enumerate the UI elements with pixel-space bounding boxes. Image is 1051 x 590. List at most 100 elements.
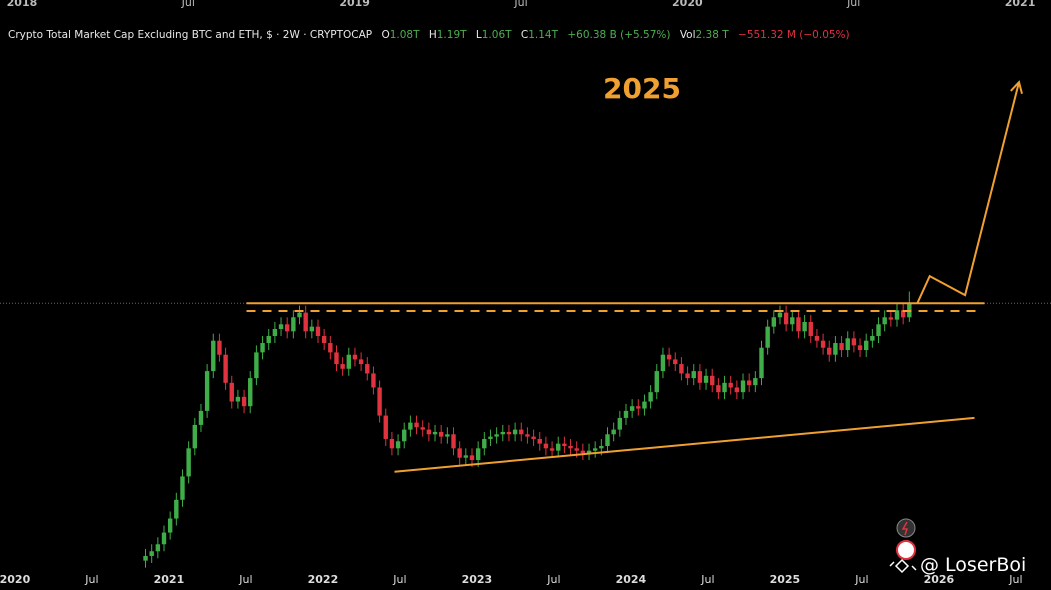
candle-body (451, 434, 456, 449)
candle-body (734, 387, 740, 393)
candle-body (309, 326, 315, 332)
candle-body (426, 429, 432, 435)
candle-body (445, 434, 450, 437)
candle-body (420, 427, 425, 430)
candle-body (352, 354, 358, 360)
candle-body (605, 434, 610, 446)
x-tick-label: 2022 (308, 573, 339, 586)
candle-body (716, 385, 721, 393)
top-tick-label: Jul (181, 0, 195, 9)
candle-body (697, 371, 703, 383)
candle-body (315, 326, 321, 337)
candle-body (845, 338, 850, 351)
legend-key: C (520, 29, 529, 41)
candle-body (149, 551, 154, 556)
candle-body (161, 532, 167, 545)
legend-key: O (381, 29, 390, 41)
top-tick-label: 2021 (1005, 0, 1036, 9)
candle-body (660, 354, 666, 372)
legend-value: 1.06T (481, 29, 512, 41)
candle-body (574, 448, 579, 451)
candle-body (537, 438, 542, 444)
x-tick-label: 2024 (616, 573, 647, 586)
candle-body (346, 354, 351, 369)
candle-body (586, 450, 592, 454)
candle-body (358, 359, 364, 365)
candle-body (229, 382, 234, 402)
alert-icon (896, 518, 916, 538)
candle-body (710, 375, 715, 386)
candle-body (611, 429, 616, 435)
candle-body (506, 431, 512, 435)
candle-body (765, 326, 770, 348)
top-tick-label: 2018 (7, 0, 38, 9)
candle-body (703, 375, 709, 383)
candle-body (186, 448, 191, 477)
arrow-head (1010, 80, 1023, 95)
candle-body (900, 310, 906, 318)
candle-body (519, 429, 524, 435)
candle-body (408, 422, 413, 430)
candle-body (777, 312, 783, 318)
x-tick-label: 2020 (0, 573, 31, 586)
candle-body (617, 417, 623, 430)
candle-body (691, 371, 696, 379)
candle-body (438, 431, 444, 437)
logo-icon (889, 558, 917, 574)
candle-body (864, 340, 869, 351)
legend-value: 1.19T (436, 29, 467, 41)
candle-body (291, 317, 296, 332)
candle-body (432, 431, 438, 435)
candle-body (599, 445, 604, 449)
legend-key: L (475, 29, 482, 41)
candle-body (266, 336, 271, 344)
candle-body (155, 544, 161, 552)
candle-body (636, 406, 641, 409)
candle-body (592, 448, 598, 451)
candle-body (389, 438, 395, 449)
candle-body (174, 499, 179, 519)
candle-body (321, 336, 327, 344)
candle-body (654, 371, 659, 393)
candle-body (543, 443, 549, 449)
annotation: 2025 (603, 72, 681, 105)
legend-value: 1.08T (389, 29, 420, 41)
candle-body (808, 321, 813, 337)
candle-body (753, 378, 758, 386)
legend-key: H (428, 29, 437, 41)
top-tick-label: Jul (846, 0, 860, 9)
candle-body (463, 455, 469, 458)
candle-body (888, 317, 894, 320)
candle-body (395, 441, 401, 449)
candle-body (365, 364, 370, 374)
candle-body (167, 518, 173, 533)
candle-body (790, 317, 795, 325)
candle-body (820, 340, 826, 348)
candle-body (241, 396, 247, 407)
flag-icon (896, 540, 916, 560)
candle-body (402, 429, 407, 442)
candle-body (851, 338, 857, 346)
candle-body (328, 343, 333, 353)
candle-body (371, 373, 376, 388)
candle-body (469, 455, 475, 461)
candle-body (254, 352, 259, 379)
candle-body (235, 396, 241, 402)
volume-change: −551.32 M (−0.05%) (738, 29, 850, 41)
candle-body (457, 448, 462, 458)
candle-body (783, 312, 789, 325)
candle-body (648, 392, 653, 402)
top-tick-label: 2020 (672, 0, 703, 9)
alert-bolt (901, 521, 909, 536)
candle-body (414, 422, 419, 428)
candle-body (894, 310, 900, 320)
candle-body (728, 382, 733, 388)
trend-line (916, 81, 1020, 304)
candle-body (679, 364, 684, 374)
candle-body (857, 345, 863, 351)
candle-body (685, 373, 690, 379)
candle-body (180, 476, 185, 500)
legend-value: 1.14T (528, 29, 559, 41)
